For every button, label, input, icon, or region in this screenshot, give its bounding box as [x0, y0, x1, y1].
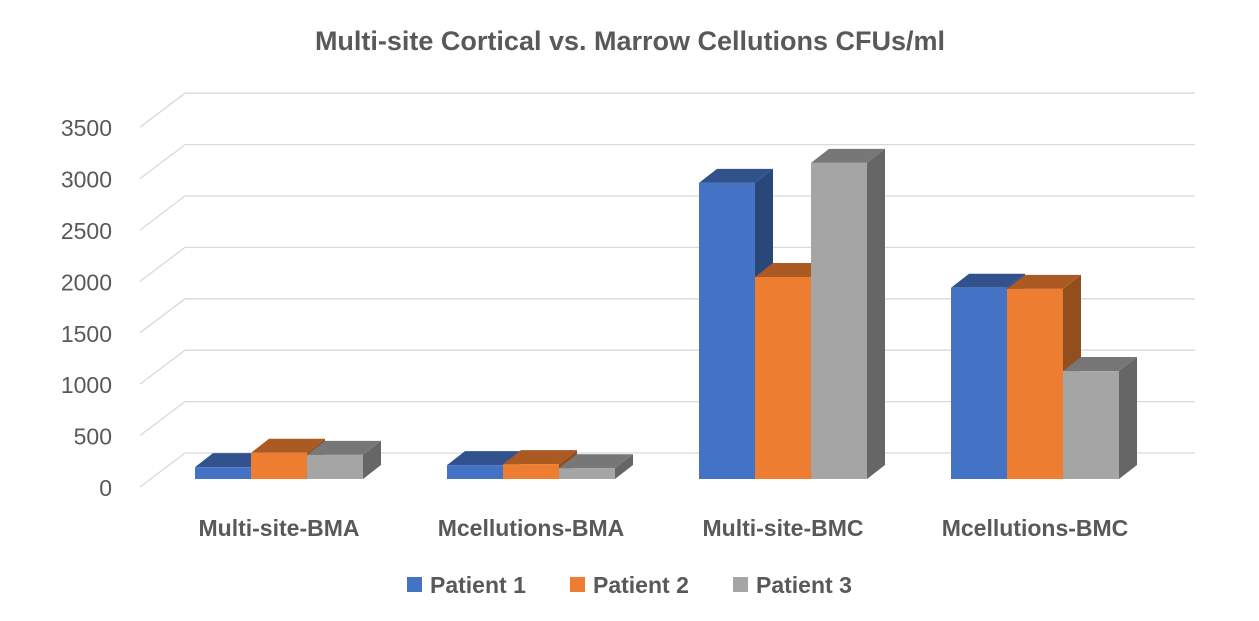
x-category-label: Multi-site-BMC: [703, 515, 864, 541]
gridline: [139, 195, 1195, 231]
bar-front: [811, 162, 867, 479]
x-category-label: Multi-site-BMA: [199, 515, 360, 541]
bar-2-4: [1007, 274, 1081, 479]
legend-label: Patient 1: [430, 572, 526, 598]
bar-front: [559, 468, 615, 479]
y-tick-label: 2500: [61, 218, 112, 244]
bar-3-3: [811, 148, 885, 479]
gridline: [139, 92, 1195, 128]
x-category-label: Mcellutions-BMA: [438, 515, 625, 541]
bar-top: [951, 273, 1025, 288]
x-category-label: Mcellutions-BMC: [942, 515, 1129, 541]
bar-top: [195, 453, 269, 468]
legend-swatch: [570, 577, 585, 592]
bar-top: [503, 450, 577, 465]
bar-side: [615, 454, 633, 479]
bar-top: [1063, 357, 1137, 372]
bar-side: [867, 148, 885, 479]
y-tick-label: 2000: [61, 269, 112, 295]
bar-side: [363, 440, 381, 479]
y-tick-label: 1500: [61, 321, 112, 347]
legend-label: Patient 2: [593, 572, 689, 598]
bar-3-1: [307, 440, 381, 479]
y-tick-label: 3000: [61, 167, 112, 193]
bar-front: [503, 464, 559, 479]
bar-front: [699, 182, 755, 479]
y-tick-label: 1000: [61, 372, 112, 398]
bar-front: [251, 452, 307, 479]
y-tick-label: 500: [74, 424, 112, 450]
bar-top: [1007, 274, 1081, 289]
bar-top: [559, 454, 633, 469]
y-tick-label: 3500: [61, 115, 112, 141]
bar-front: [951, 287, 1007, 479]
bar-front: [1007, 288, 1063, 479]
bar-3-2: [559, 454, 633, 479]
bar-top: [251, 438, 325, 453]
bar-top: [307, 440, 381, 455]
bar-top: [755, 262, 829, 277]
legend-label: Patient 3: [756, 572, 852, 598]
chart-title: Multi-site Cortical vs. Marrow Cellution…: [315, 26, 945, 56]
bar-top: [699, 168, 773, 183]
bar-front: [447, 465, 503, 479]
bar-front: [195, 467, 251, 479]
bar-front: [307, 454, 363, 479]
gridline: [139, 143, 1195, 180]
y-tick-label: 0: [99, 475, 112, 501]
bar-side: [1119, 357, 1137, 479]
bar-top: [447, 451, 521, 466]
bar-front: [755, 276, 811, 479]
legend-swatch: [407, 577, 422, 592]
bar-front: [1063, 371, 1119, 479]
bar-3-4: [1063, 357, 1137, 479]
legend-swatch: [733, 577, 748, 592]
bar-top: [811, 148, 885, 163]
